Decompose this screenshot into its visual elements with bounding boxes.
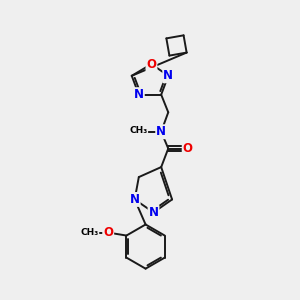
Text: N: N: [156, 125, 166, 138]
Text: O: O: [183, 142, 193, 155]
Text: CH₃: CH₃: [129, 126, 148, 135]
Text: CH₃: CH₃: [80, 228, 99, 237]
Text: N: N: [148, 206, 158, 219]
Text: N: N: [134, 88, 144, 101]
Text: N: N: [130, 193, 140, 206]
Text: N: N: [163, 69, 173, 82]
Text: O: O: [103, 226, 113, 239]
Text: O: O: [146, 58, 157, 70]
